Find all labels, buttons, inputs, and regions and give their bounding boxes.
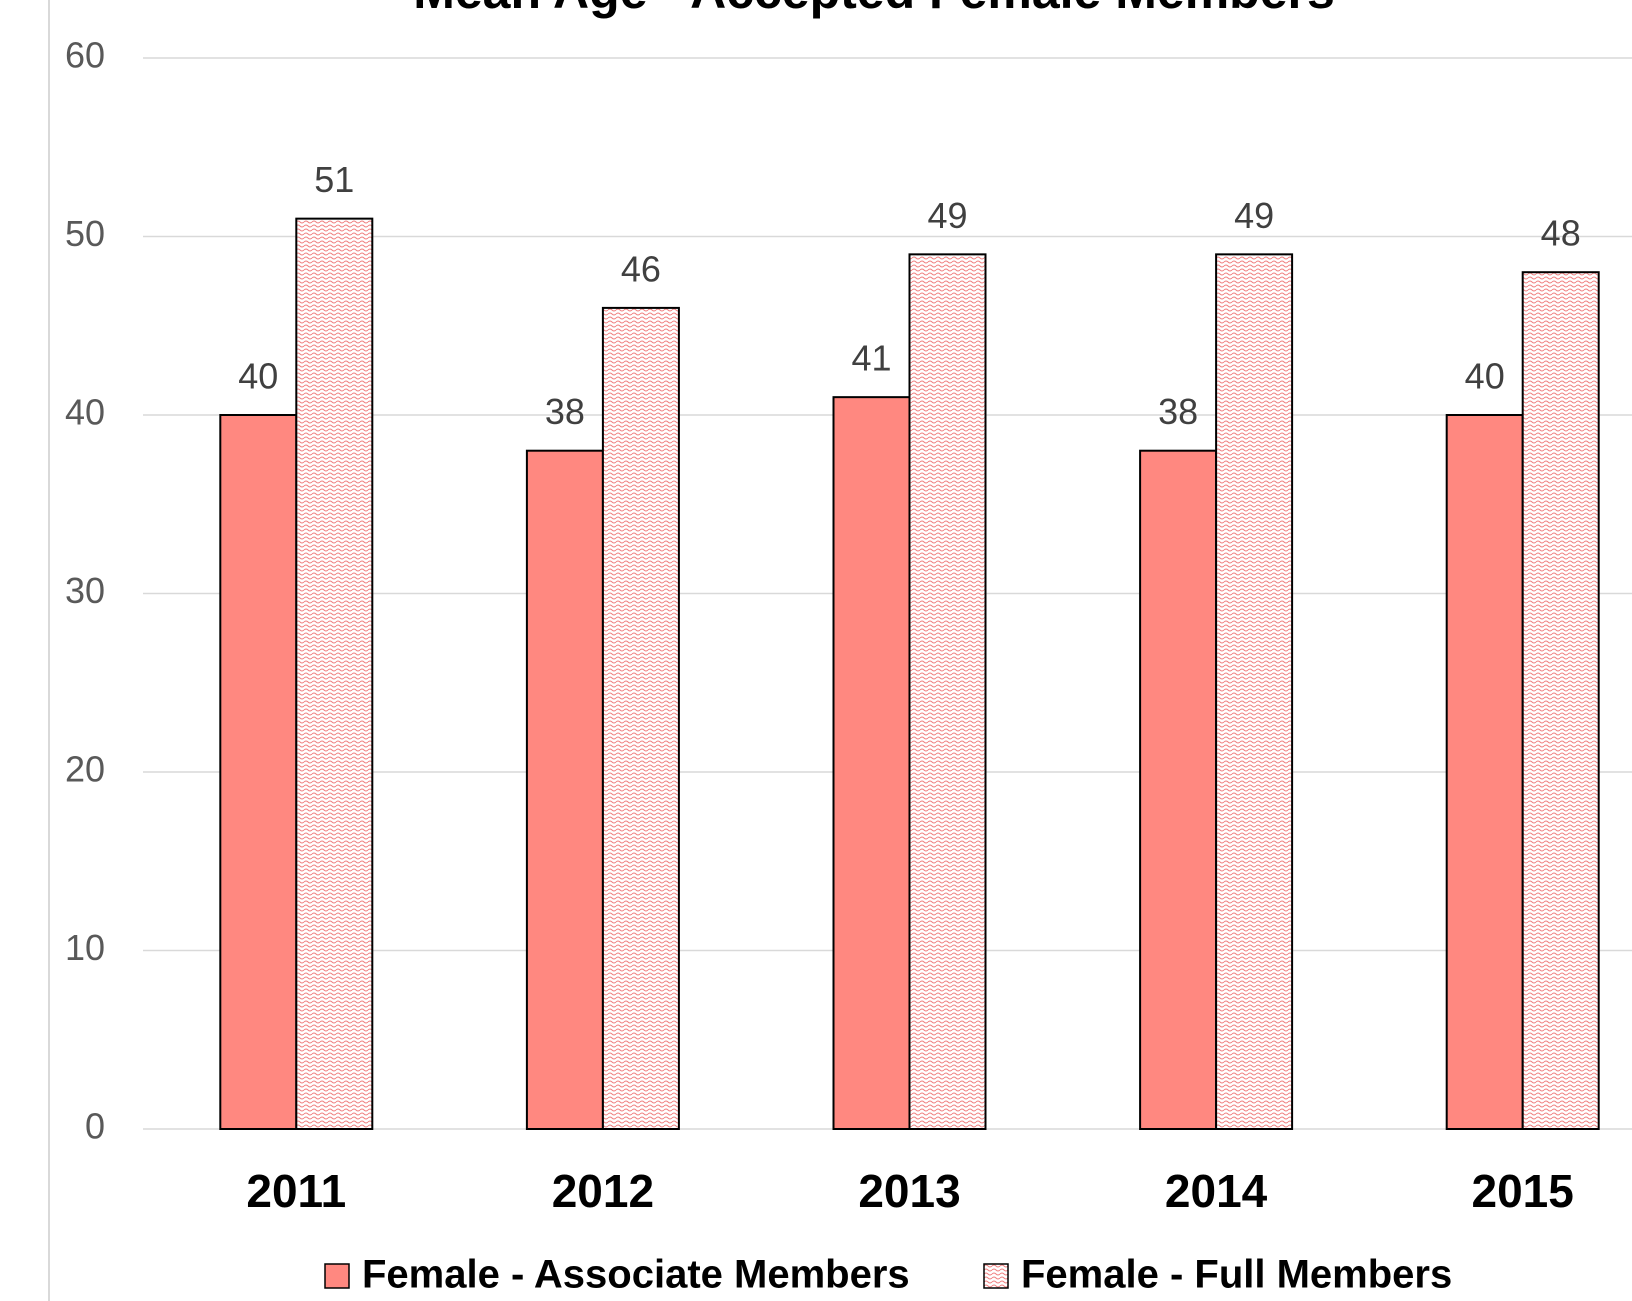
bar	[1521, 271, 1600, 1130]
y-tick-label: 60	[65, 35, 105, 76]
legend-swatch	[324, 1263, 350, 1289]
y-tick-label: 0	[85, 1106, 105, 1147]
bar	[908, 253, 987, 1131]
bar	[1445, 414, 1524, 1130]
y-tick-label: 20	[65, 749, 105, 790]
data-label: 38	[1158, 391, 1198, 432]
data-label: 40	[1465, 356, 1505, 397]
x-tick-label: 2014	[1165, 1165, 1268, 1217]
x-tick-label: 2013	[858, 1165, 960, 1217]
x-tick-label: 2015	[1472, 1165, 1574, 1217]
data-label: 51	[314, 159, 354, 200]
bar	[1139, 449, 1218, 1130]
data-label: 38	[545, 391, 585, 432]
data-label: 49	[927, 195, 967, 236]
y-tick-label: 10	[65, 927, 105, 968]
y-tick-label: 30	[65, 570, 105, 611]
x-tick-label: 2012	[552, 1165, 654, 1217]
legend-label: Female - Full Members	[1021, 1253, 1452, 1297]
chart-title: Mean Age - Accepted Female Members	[413, 0, 1335, 19]
bar	[601, 306, 680, 1130]
x-tick-label: 2011	[246, 1165, 346, 1217]
data-label: 48	[1541, 213, 1581, 254]
bar	[525, 449, 604, 1130]
bar	[832, 396, 911, 1130]
data-label: 46	[621, 248, 661, 289]
data-label: 40	[238, 356, 278, 397]
bar	[295, 217, 374, 1130]
bar	[219, 414, 298, 1130]
data-label: 41	[851, 338, 891, 379]
legend-label: Female - Associate Members	[362, 1253, 910, 1297]
y-tick-label: 40	[65, 392, 105, 433]
bar	[1215, 253, 1294, 1131]
legend-swatch	[983, 1263, 1009, 1289]
y-tick-label: 50	[65, 213, 105, 254]
data-label: 49	[1234, 195, 1274, 236]
